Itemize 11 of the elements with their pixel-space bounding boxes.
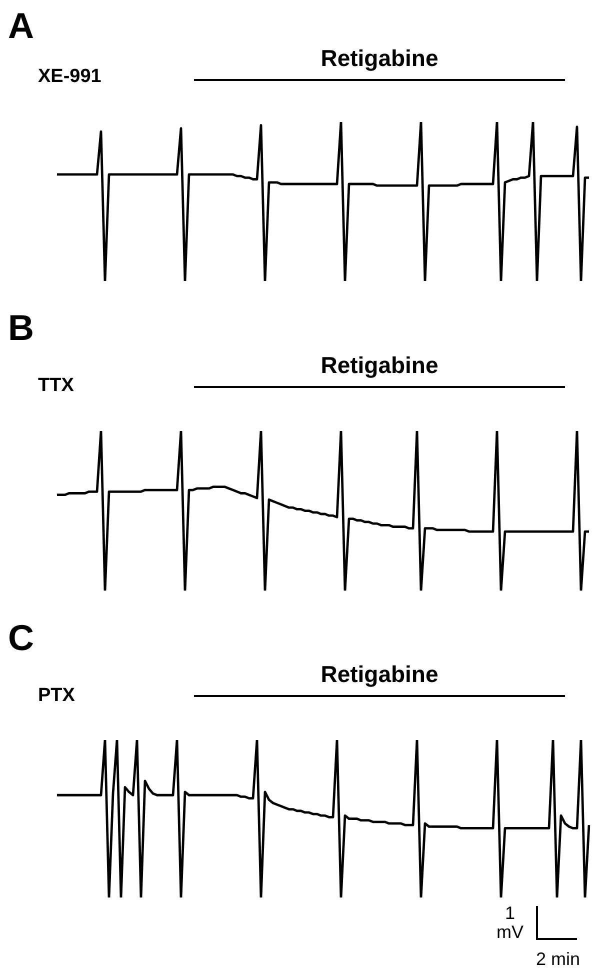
chart-subtitle: XE-991	[38, 66, 102, 87]
chart-title: A	[8, 5, 34, 46]
chart-title: B	[8, 307, 34, 348]
chart-title: C	[8, 617, 34, 658]
chart-subtitle: TTX	[38, 375, 74, 396]
text: Retigabine	[320, 45, 440, 71]
text: Retigabine	[320, 661, 440, 687]
text: 2 min	[534, 949, 581, 969]
text: Retigabine	[320, 352, 440, 378]
chart-subtitle: PTX	[38, 685, 75, 706]
text: 1 mV	[496, 903, 524, 942]
